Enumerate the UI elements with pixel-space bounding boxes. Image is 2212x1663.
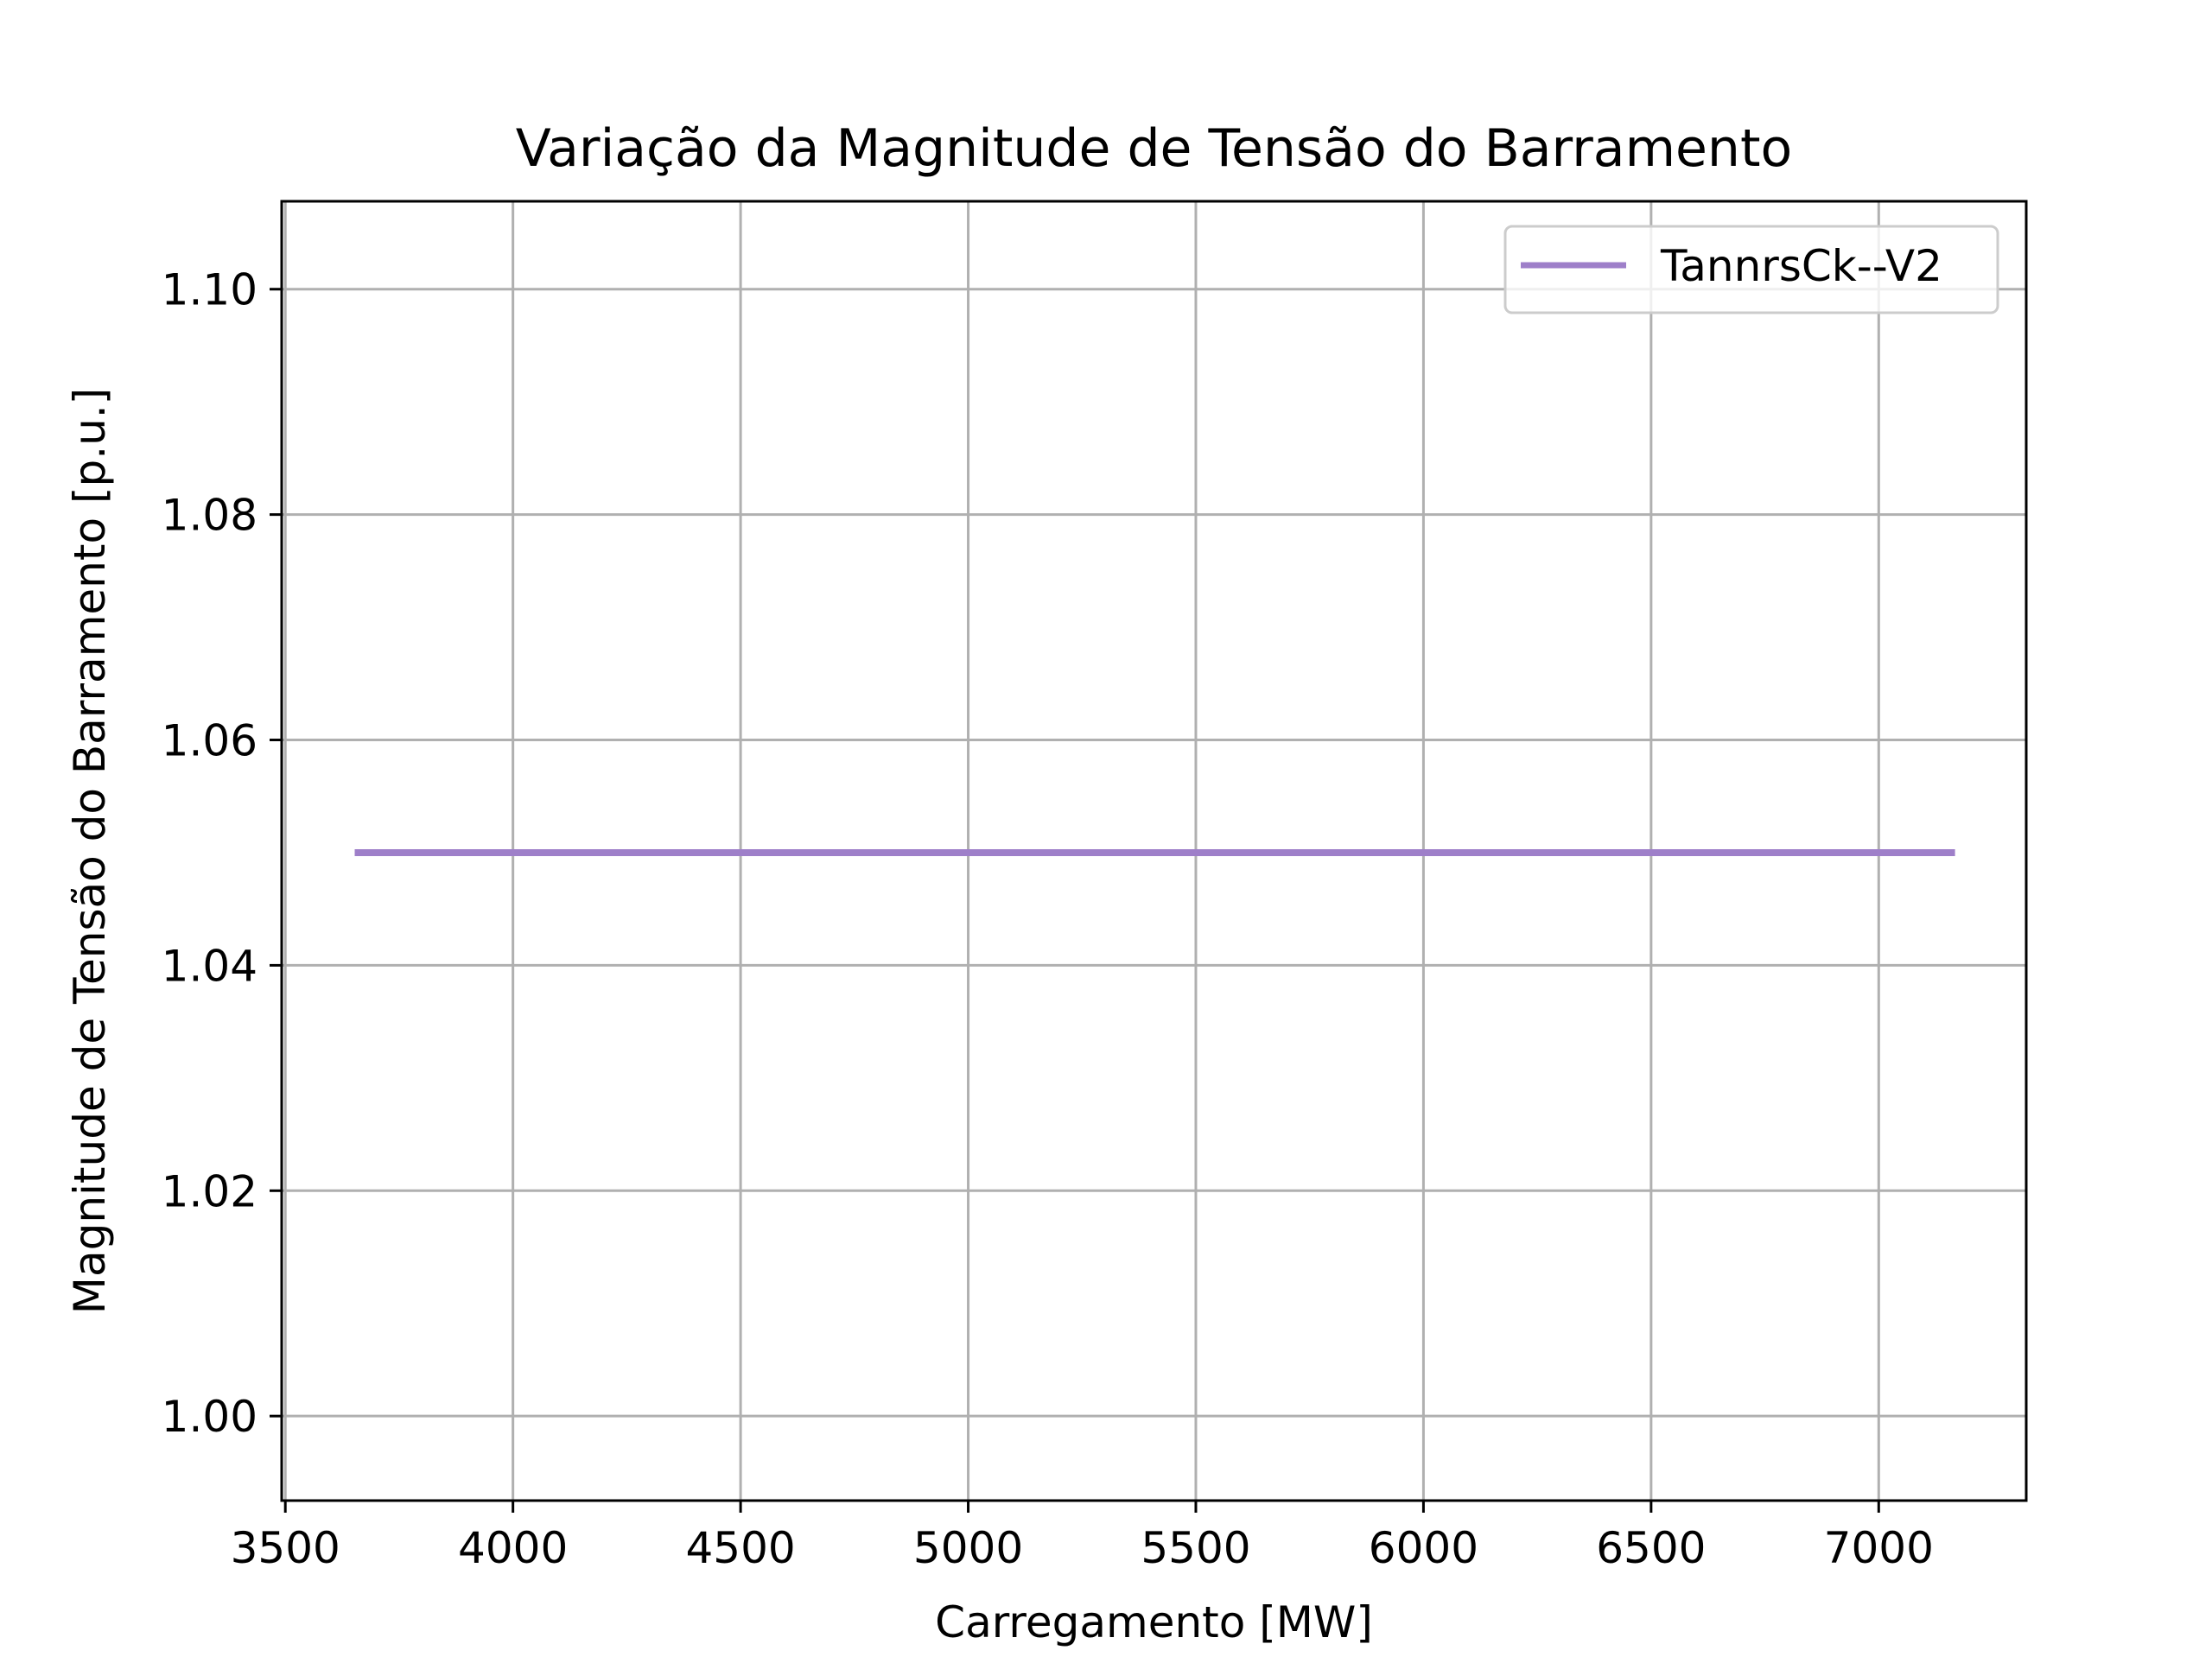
x-tick-label: 6000 — [1369, 1523, 1478, 1573]
legend: TannrsCk--V2 — [1503, 225, 1999, 314]
plot-frame — [280, 200, 2028, 1502]
y-axis: 1.00 1.02 1.04 1.06 1.08 1.10 — [162, 265, 282, 1442]
y-tick-label: 1.10 — [162, 265, 257, 315]
legend-box — [1503, 225, 1999, 314]
y-axis-label: Magnitude de Tensão do Barramento [p.u.] — [65, 388, 115, 1314]
chart-title: Variação da Magnitude de Tensão do Barra… — [516, 118, 1792, 179]
x-tick-label: 4500 — [685, 1523, 795, 1573]
x-tick-label: 5500 — [1141, 1523, 1250, 1573]
y-tick-label: 1.04 — [162, 941, 257, 991]
x-tick-label: 5000 — [913, 1523, 1023, 1573]
y-tick-label: 1.06 — [162, 716, 257, 766]
x-tick-label: 3500 — [231, 1523, 340, 1573]
x-tick-label: 7000 — [1824, 1523, 1934, 1573]
x-axis-label: Carregamento [MW] — [935, 1597, 1373, 1647]
legend-label: TannrsCk--V2 — [1660, 241, 1942, 291]
x-tick-label: 6500 — [1596, 1523, 1706, 1573]
y-tick-label: 1.02 — [162, 1166, 257, 1216]
y-tick-label: 1.00 — [162, 1392, 257, 1442]
x-tick-label: 4000 — [458, 1523, 568, 1573]
y-tick-label: 1.08 — [162, 491, 257, 541]
x-axis: 3500 4000 4500 5000 5500 6000 6500 7000 — [231, 1501, 1934, 1573]
